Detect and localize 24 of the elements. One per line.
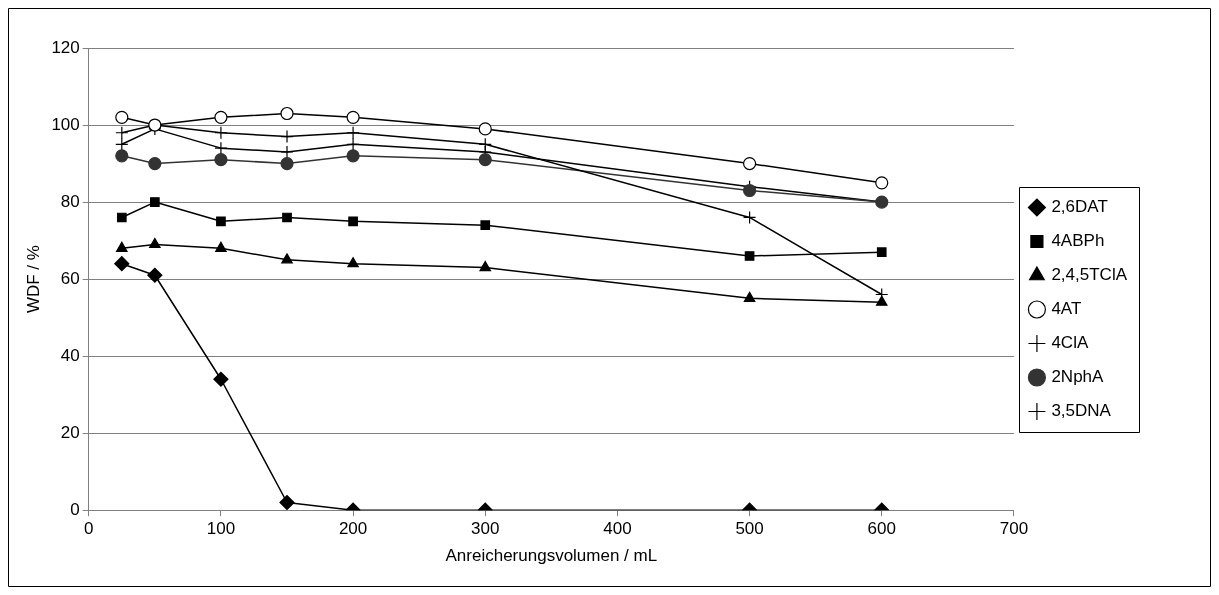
x-tick-label: 300 (471, 519, 500, 539)
y-axis-title: WDF / % (23, 245, 43, 314)
legend-label: 2,4,5TClA (1051, 265, 1128, 285)
y-tick-label: 120 (51, 37, 80, 57)
y-tick-label: 40 (60, 345, 80, 365)
x-tick-label: 200 (338, 519, 368, 539)
legend-label: 4ABPh (1051, 231, 1105, 251)
y-tick-label: 60 (60, 268, 80, 288)
y-tick-label: 0 (70, 499, 80, 519)
x-tick-label: 0 (84, 519, 94, 539)
legend-label: 2NphA (1051, 367, 1105, 387)
x-tick-label: 100 (206, 519, 236, 539)
y-tick-label: 80 (60, 191, 80, 211)
legend-label: 4ClA (1051, 333, 1089, 353)
y-tick-label: 100 (51, 114, 80, 134)
x-tick-label: 500 (735, 519, 764, 539)
legend-label: 3,5DNA (1051, 401, 1112, 421)
y-tick-label: 20 (60, 422, 80, 442)
x-axis-title: Anreicherungsvolumen / mL (445, 546, 658, 566)
legend-label: 4AT (1051, 299, 1082, 319)
x-tick-label: 600 (867, 519, 896, 539)
x-tick-label: 400 (603, 519, 632, 539)
x-tick-label: 700 (999, 519, 1029, 539)
legend-label: 2,6DAT (1051, 197, 1108, 217)
